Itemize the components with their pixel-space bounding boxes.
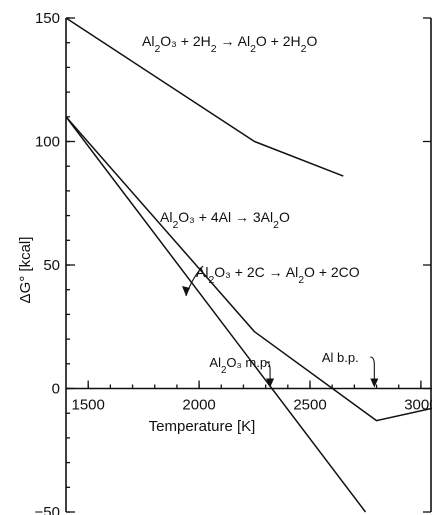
series-line-0 xyxy=(65,17,344,177)
series-label-1: Al2O₃ + 4Al → 3Al2O xyxy=(160,209,290,231)
curves xyxy=(65,17,432,513)
x-tick-label-3: 3000 xyxy=(404,397,432,414)
annotation-label-1: Al b.p. xyxy=(322,350,359,365)
annotation-arrowhead-1 xyxy=(370,378,379,388)
y-tick-label-4: −50 xyxy=(35,504,60,515)
annotation-pointer-0 xyxy=(266,361,271,383)
x-tick-label-0: 1500 xyxy=(71,397,104,414)
y-axis-title: ΔG° [kcal] xyxy=(17,237,34,304)
x-tick-label-2: 2500 xyxy=(293,397,326,414)
x-tick-label-1: 2000 xyxy=(182,397,215,414)
series-line-1 xyxy=(65,116,367,513)
c-label-arrowhead xyxy=(182,286,190,296)
y-tick-label-3: 0 xyxy=(52,381,60,398)
y-tick-label-0: 150 xyxy=(35,10,60,27)
annotation-arrowhead-0 xyxy=(266,378,275,388)
annotation-pointer-1 xyxy=(370,356,375,383)
labels: 150 100 50 0 −50 1500 2000 2500 3000 Al2O₃ + 2H2 … xyxy=(17,10,432,515)
series-label-2: Al2O₃ + 2C → Al2O + 2CO xyxy=(196,264,360,286)
y-tick-label-1: 100 xyxy=(35,134,60,151)
annotation-label-0: Al2O₃ m.p. xyxy=(209,355,270,376)
y-tick-label-2: 50 xyxy=(43,257,60,274)
series-line-2 xyxy=(65,116,432,422)
ticks xyxy=(66,17,431,513)
series-label-0: Al2O₃ + 2H2 → Al2O + 2H2O xyxy=(142,33,318,55)
x-axis-title: Temperature [K] xyxy=(149,418,256,435)
